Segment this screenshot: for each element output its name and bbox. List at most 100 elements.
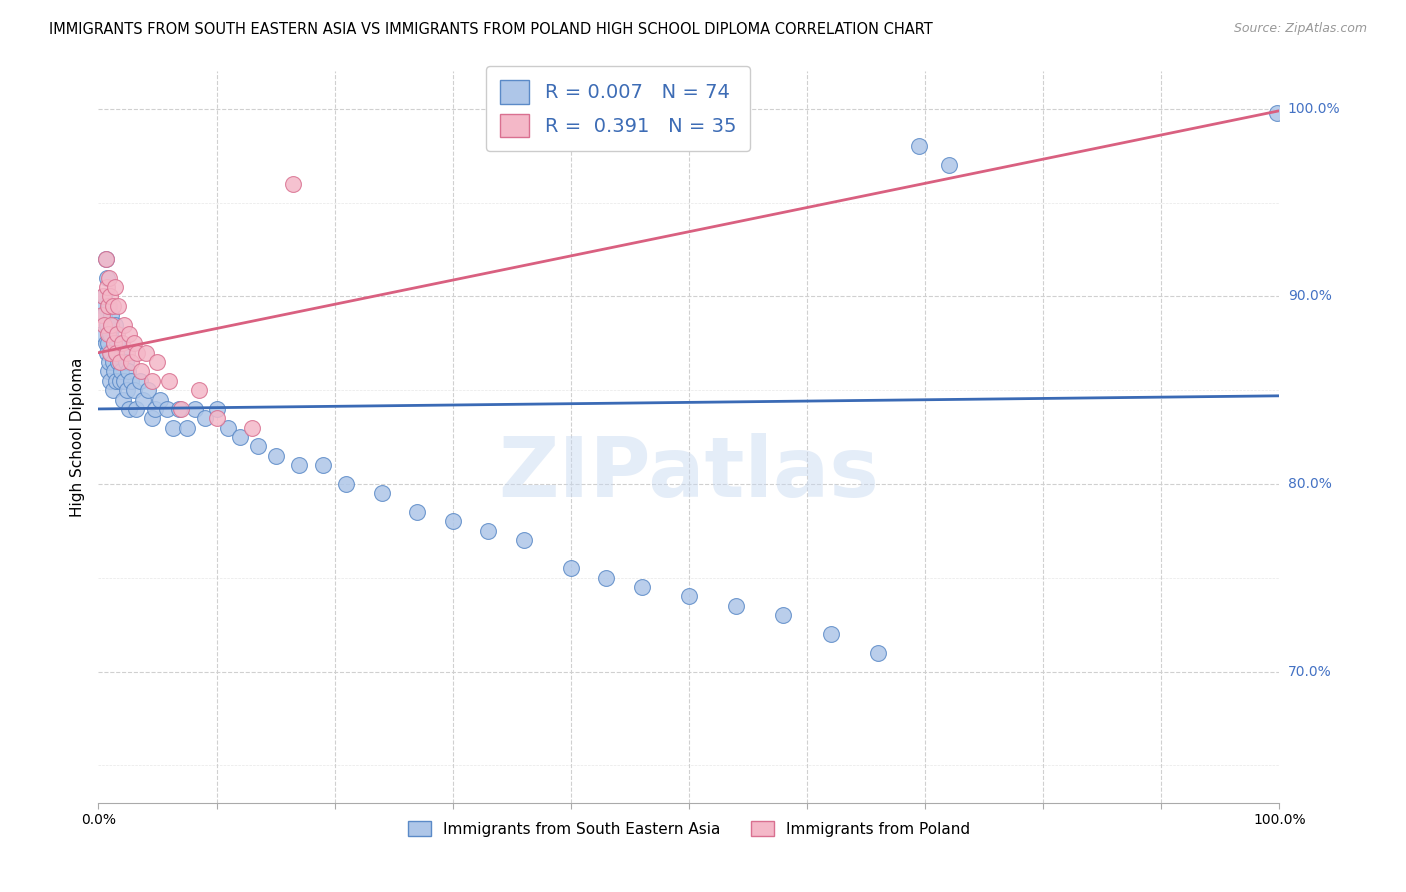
Text: 100.0%: 100.0%	[1288, 102, 1340, 116]
Point	[820, 627, 842, 641]
Point	[105, 345, 128, 359]
Point	[94, 252, 117, 266]
Point	[149, 392, 172, 407]
Point	[98, 289, 121, 303]
Point	[93, 318, 115, 332]
Point	[91, 289, 114, 303]
Point	[187, 383, 209, 397]
Point	[141, 374, 163, 388]
Y-axis label: High School Diploma: High School Diploma	[69, 358, 84, 516]
Point	[167, 401, 190, 416]
Point	[288, 458, 311, 473]
Point	[104, 318, 127, 332]
Point	[1265, 105, 1288, 120]
Point	[122, 336, 145, 351]
Point	[93, 289, 115, 303]
Text: 70.0%: 70.0%	[1288, 665, 1331, 679]
Point	[118, 401, 141, 416]
Point	[176, 420, 198, 434]
Point	[406, 505, 429, 519]
Point	[121, 355, 143, 369]
Point	[128, 374, 150, 388]
Point	[98, 345, 121, 359]
Point	[118, 326, 141, 341]
Point	[105, 326, 128, 341]
Point	[104, 280, 127, 294]
Point	[117, 364, 139, 378]
Text: 90.0%: 90.0%	[1288, 289, 1331, 303]
Point	[772, 608, 794, 623]
Point	[108, 374, 131, 388]
Point	[108, 355, 131, 369]
Text: Source: ZipAtlas.com: Source: ZipAtlas.com	[1233, 22, 1367, 36]
Point	[205, 411, 228, 425]
Point	[100, 345, 122, 359]
Legend: Immigrants from South Eastern Asia, Immigrants from Poland: Immigrants from South Eastern Asia, Immi…	[402, 814, 976, 843]
Point	[96, 318, 118, 332]
Point	[98, 270, 121, 285]
Text: 80.0%: 80.0%	[1288, 477, 1331, 491]
Point	[441, 515, 464, 529]
Point	[98, 355, 121, 369]
Point	[312, 458, 335, 473]
Point	[122, 383, 145, 397]
Point	[229, 430, 252, 444]
Point	[93, 308, 115, 322]
Point	[112, 374, 135, 388]
Point	[103, 336, 125, 351]
Point	[91, 299, 114, 313]
Point	[107, 299, 129, 313]
Point	[136, 383, 159, 397]
Point	[283, 177, 305, 191]
Point	[91, 308, 114, 322]
Point	[205, 401, 228, 416]
Point	[105, 374, 128, 388]
Point	[162, 420, 184, 434]
Point	[110, 364, 132, 378]
Point	[938, 158, 960, 172]
Point	[477, 524, 499, 538]
Point	[121, 374, 143, 388]
Point	[105, 336, 128, 351]
Point	[105, 345, 128, 359]
Point	[101, 383, 124, 397]
Point	[725, 599, 748, 613]
Point	[141, 411, 163, 425]
Point	[98, 299, 121, 313]
Point	[111, 345, 134, 359]
Point	[125, 401, 148, 416]
Point	[866, 646, 889, 660]
Point	[156, 401, 179, 416]
Point	[100, 318, 122, 332]
Point	[560, 561, 582, 575]
Point	[97, 336, 120, 351]
Point	[98, 374, 121, 388]
Point	[240, 420, 263, 434]
Point	[91, 326, 114, 341]
Point	[217, 420, 239, 434]
Point	[595, 571, 617, 585]
Point	[97, 326, 120, 341]
Point	[371, 486, 394, 500]
Point	[103, 336, 125, 351]
Point	[100, 308, 122, 322]
Point	[101, 355, 124, 369]
Point	[246, 440, 269, 454]
Point	[107, 355, 129, 369]
Point	[143, 401, 166, 416]
Point	[94, 336, 117, 351]
Point	[94, 252, 117, 266]
Point	[114, 355, 136, 369]
Point	[194, 411, 217, 425]
Point	[512, 533, 534, 548]
Point	[132, 392, 155, 407]
Point	[170, 401, 193, 416]
Text: ZIPatlas: ZIPatlas	[499, 434, 879, 514]
Point	[96, 280, 118, 294]
Point	[264, 449, 287, 463]
Point	[129, 364, 152, 378]
Point	[111, 336, 134, 351]
Point	[112, 392, 135, 407]
Point	[96, 270, 118, 285]
Point	[112, 318, 135, 332]
